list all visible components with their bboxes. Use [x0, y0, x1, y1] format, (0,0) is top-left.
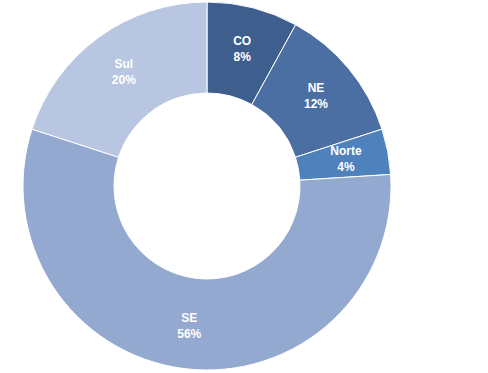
svg-text:SE: SE: [181, 311, 197, 325]
svg-text:Sul: Sul: [114, 57, 133, 71]
svg-text:12%: 12%: [304, 97, 328, 111]
svg-text:4%: 4%: [337, 160, 355, 174]
svg-text:Norte: Norte: [330, 144, 362, 158]
svg-text:CO: CO: [233, 34, 251, 48]
svg-text:56%: 56%: [177, 327, 201, 341]
svg-text:8%: 8%: [234, 50, 252, 64]
svg-text:20%: 20%: [112, 73, 136, 87]
svg-text:NE: NE: [308, 81, 325, 95]
